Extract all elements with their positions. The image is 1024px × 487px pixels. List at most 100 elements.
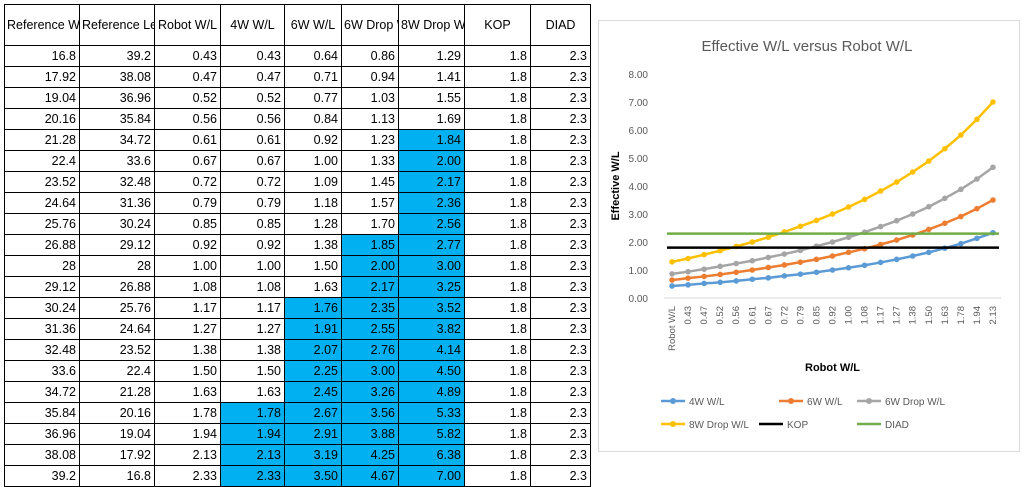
table-cell: 23.52 [4,171,80,193]
table-cell: 1.29 [398,45,465,67]
table-cell: 2.3 [530,234,591,256]
table-cell: 1.08 [220,276,285,298]
data-point [685,268,691,275]
table-row: 32.48 23.52 1.38 1.38 2.07 2.76 4.14 1.8 2.3 [4,339,591,361]
table-cell: 2.55 [341,318,399,340]
table-cell: 20.16 [79,402,155,424]
table-cell: 2.36 [398,192,465,214]
table-cell: 2.77 [398,234,465,256]
table-cell: 1.03 [341,87,399,109]
table-cell: 2.76 [341,339,399,361]
table-cell: 2.3 [530,192,591,214]
table-row: 24.64 31.36 0.79 0.79 1.18 1.57 2.36 1.8 2.3 [4,192,591,214]
table-cell: 30.24 [79,213,155,235]
table-cell: 0.79 [220,192,285,214]
table-cell: 30.24 [4,297,80,319]
x-tick-label: 0.72 [779,306,790,325]
table-cell: 1.28 [284,213,342,235]
table-cell: 1.8 [464,318,531,340]
data-point [893,256,900,263]
table-cell: 2.3 [530,297,591,319]
table-row: 38.08 17.92 2.13 2.13 3.19 4.25 6.38 1.8 2.3 [4,444,591,466]
table-cell: 2.3 [530,129,591,151]
data-point [942,145,948,152]
table-cell: 3.88 [341,423,399,445]
table-cell: 19.04 [4,87,80,109]
table-cell: 1.17 [220,297,285,319]
data-point [958,213,964,220]
x-tick-label: 1.17 [876,306,887,325]
table-row: 23.52 32.48 0.72 0.72 1.09 1.45 2.17 1.8 2.3 [4,171,591,193]
table-cell: 32.48 [79,171,155,193]
table-cell: 2.3 [530,108,591,130]
table-cell: 2.33 [154,465,221,487]
table-cell: 28 [4,255,80,277]
table-cell: 1.09 [284,171,342,193]
table-cell: 2.17 [398,171,465,193]
data-point [925,249,932,256]
table-cell: 1.8 [464,213,531,235]
table-cell: 1.08 [154,276,221,298]
data-point [942,220,948,227]
data-point [829,239,836,245]
table-cell: 20.16 [4,108,80,130]
data-point [701,273,707,280]
data-point [990,164,996,171]
x-tick-label: 1.00 [844,306,855,325]
x-tick-label: 1.27 [892,306,903,325]
data-point [942,195,948,202]
table-cell: 34.72 [79,129,155,151]
data-point [669,283,675,289]
table-row: 34.72 21.28 1.63 1.63 2.45 3.26 4.89 1.8 2.3 [4,381,591,403]
chart-area: Effective W/L versus Robot W/L 0.00 1.00 2.… [598,20,1020,452]
table-row: 35.84 20.16 1.78 1.78 2.67 3.56 5.33 1.8 2.3 [4,402,591,424]
table-cell: 1.8 [464,297,531,319]
table-cell: 1.63 [284,276,342,298]
table-cell: 26.88 [4,234,80,256]
table-cell: 33.6 [4,360,80,382]
table-cell: 1.45 [341,171,399,193]
table-cell: 1.50 [220,360,285,382]
table-cell: 2.3 [530,150,591,172]
y-tick-label: 0.00 [629,294,649,305]
x-tick-label: 0.56 [731,306,742,325]
table-cell: 39.2 [4,465,80,487]
legend-label: 6W W/L [807,397,843,408]
table-cell: 0.71 [284,66,342,88]
table-cell: 4.50 [398,360,465,382]
y-tick-label: 8.00 [629,70,649,81]
table-cell: 1.78 [154,402,221,424]
table-cell: 1.8 [464,255,531,277]
data-point [861,262,868,269]
table-cell: 2.91 [284,423,342,445]
header-robot-wl: Robot W/L [154,4,221,46]
table-cell: 5.33 [398,402,465,424]
data-point [701,266,707,272]
x-tick-label: 2.13 [988,306,999,325]
table-cell: 0.92 [220,234,285,256]
table-cell: 2.3 [530,381,591,403]
table-row: 29.12 26.88 1.08 1.08 1.63 2.17 3.25 1.8 2.3 [4,276,591,298]
table-cell: 0.77 [284,87,342,109]
table-cell: 3.56 [341,402,399,424]
table-cell: 4.14 [398,339,465,361]
data-point [845,204,852,210]
table-cell: 2.13 [220,444,285,466]
data-point [765,254,772,261]
table-cell: 0.72 [154,171,221,193]
table-cell: 2.13 [154,444,221,466]
data-point [925,226,932,233]
table-cell: 2.3 [530,213,591,235]
table-cell: 1.27 [220,318,285,340]
table-cell: 1.38 [284,234,342,256]
table-cell: 0.67 [154,150,221,172]
table-cell: 1.63 [220,381,285,403]
table-cell: 39.2 [79,45,155,67]
y-tick-label: 7.00 [629,98,649,109]
table-cell: 1.8 [464,87,531,109]
data-point [765,264,772,271]
table-cell: 1.00 [154,255,221,277]
table-cell: 3.25 [398,276,465,298]
x-tick-label: 0.61 [747,306,758,325]
table-cell: 1.78 [220,402,285,424]
